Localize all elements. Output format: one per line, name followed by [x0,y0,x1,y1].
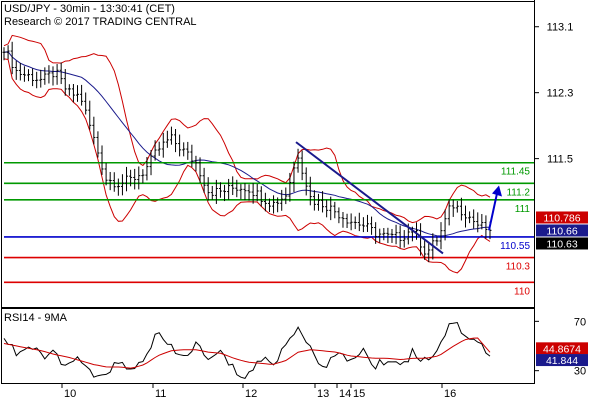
rsi-badge-0 [536,342,588,355]
projection-arrow-shaft [488,193,498,231]
bollinger-upper-line [3,34,491,224]
rsi-layer [3,321,491,379]
rsi-badge-label-0: 44.8674 [543,343,581,355]
rsi-title: RSI14 - 9MA [4,312,68,324]
chart-copyright: Research © 2017 TRADING CENTRAL [4,16,197,28]
level-label-5: 110 [514,286,530,297]
x-axis-label-1: 11 [155,388,166,400]
x-axis-label-5: 15 [353,388,365,400]
rsi-badge-label-1: 41.844 [546,355,578,367]
x-axis-label-3: 13 [317,388,329,400]
price-axis-label-2: 111.5 [547,154,573,166]
projection-arrow-head [492,185,502,197]
price-panel-frame [1,1,535,308]
price-badge-1 [536,224,588,237]
price-badge-0 [536,211,588,224]
level-label-4: 110.3 [506,262,531,273]
rsi-axis-label-0: 70 [574,316,586,328]
rsi-series-line-0 [3,321,491,379]
x-axis-label-0: 10 [64,388,76,400]
price-badge-label-2: 110.63 [546,238,577,250]
x-axis-label-4: 14 [339,388,351,400]
x-axis-label-2: 12 [245,388,257,400]
price-axis-label-1: 112.3 [547,88,574,100]
x-axis-label-6: 16 [444,388,456,400]
level-label-0: 111.45 [501,167,531,178]
rsi-badge-1 [536,354,588,367]
rsi-axis-label-1: 30 [574,366,586,378]
price-badge-2 [536,237,588,250]
moving-average-line [3,51,490,237]
chart-title: USD/JPY - 30min - 13:30:41 (CET) [4,3,175,15]
price-badge-label-1: 110.66 [546,225,577,237]
bollinger-lower-line [3,58,491,274]
level-label-2: 111 [515,204,531,215]
level-label-1: 111.2 [506,187,530,198]
price-badge-label-0: 110.786 [543,212,580,224]
price-layer: 111.45 111.2 111 110.55 110.3 110 [2,34,534,297]
price-axis-label-0: 113.1 [547,22,574,34]
trendline [295,141,444,255]
rsi-series-line-1 [3,337,491,369]
level-label-3: 110.55 [500,241,530,252]
